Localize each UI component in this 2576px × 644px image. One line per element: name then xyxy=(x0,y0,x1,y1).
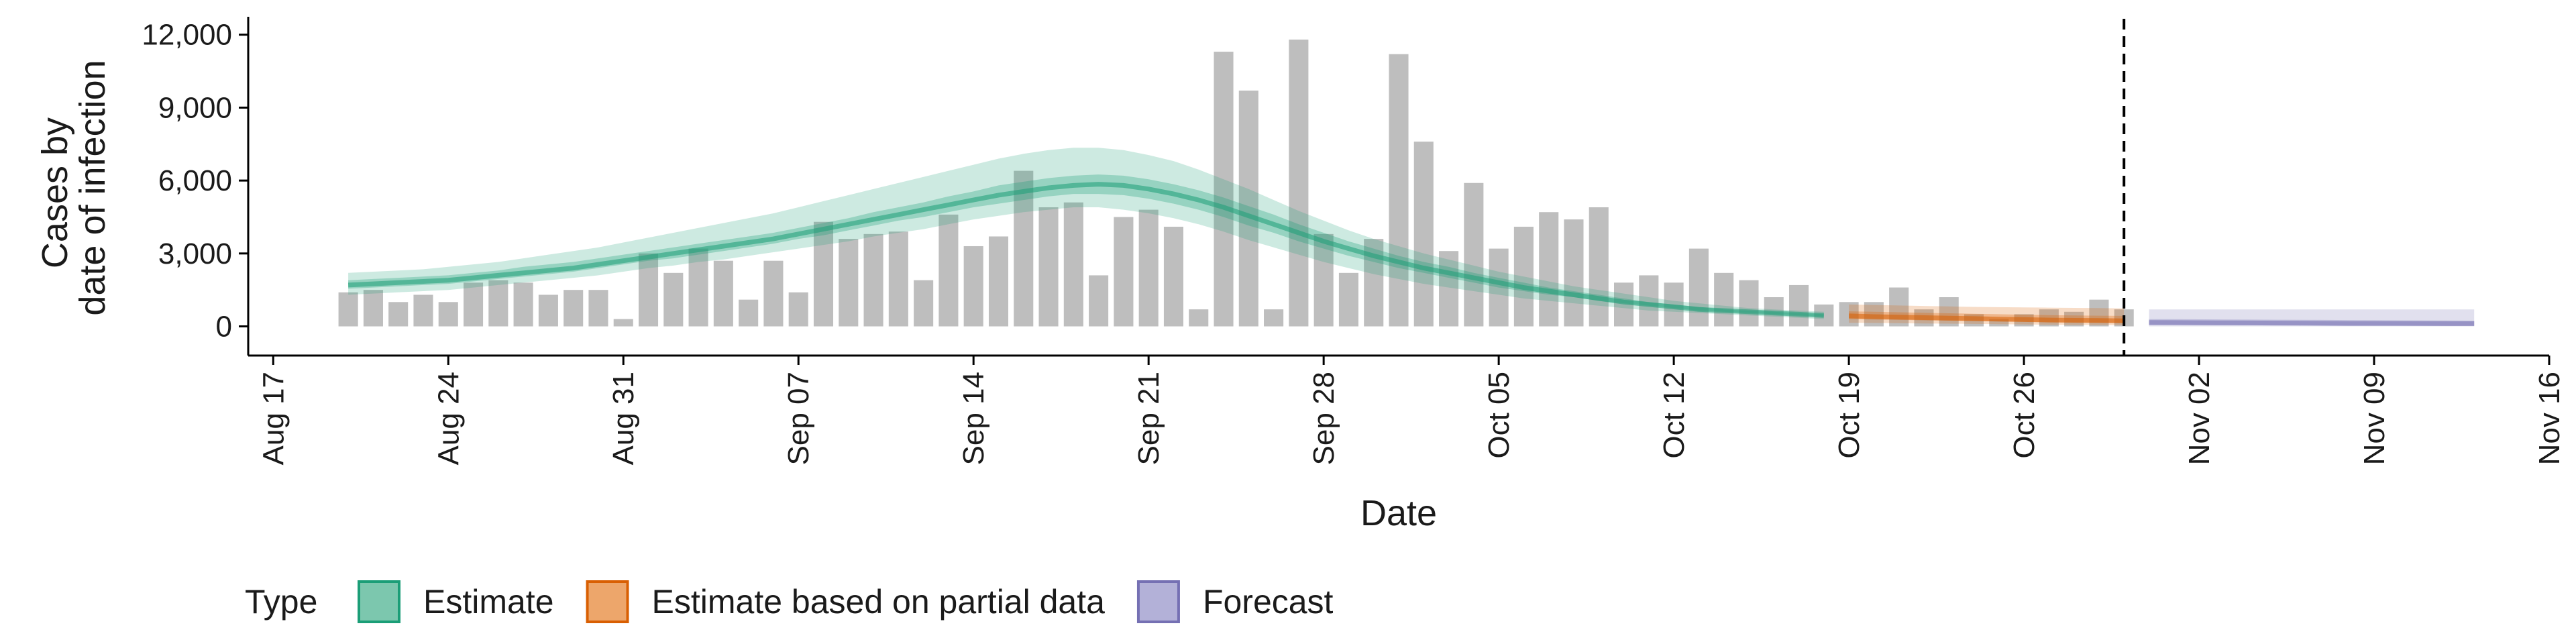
bar xyxy=(1539,212,1559,327)
bar xyxy=(1338,272,1358,327)
estimate-median-line xyxy=(347,182,1824,318)
bar xyxy=(1289,39,1309,327)
bar xyxy=(963,246,983,327)
x-tick-label: Nov 09 xyxy=(2358,372,2391,465)
bar xyxy=(1939,297,1959,327)
ribbons-layer xyxy=(347,148,2475,327)
bar xyxy=(1063,202,1083,327)
bar xyxy=(1889,287,1909,327)
bar xyxy=(739,299,759,327)
bar xyxy=(1489,248,1509,327)
bar xyxy=(1089,275,1109,327)
bar xyxy=(1513,226,1534,327)
x-tick-label: Oct 05 xyxy=(1483,372,1515,459)
bar xyxy=(763,260,784,327)
bar xyxy=(1014,170,1034,327)
x-tick-label: Sep 14 xyxy=(957,372,990,465)
bar xyxy=(1389,54,1409,327)
x-tick-label: Aug 31 xyxy=(607,372,640,465)
bar xyxy=(1114,217,1134,327)
bar xyxy=(1788,284,1809,327)
y-tick-label: 12,000 xyxy=(142,19,232,52)
bar xyxy=(1138,209,1159,327)
bar xyxy=(1413,142,1434,327)
bar xyxy=(638,253,659,327)
bar xyxy=(613,319,633,327)
bar xyxy=(1313,233,1334,327)
bar xyxy=(813,221,834,327)
bar xyxy=(888,231,908,327)
legend: Type Estimate Estimate based on partial d… xyxy=(245,580,1334,623)
bar xyxy=(663,272,684,327)
bar xyxy=(713,260,733,327)
x-tick-label: Nov 16 xyxy=(2533,372,2566,465)
bar xyxy=(938,214,959,327)
bar xyxy=(788,292,808,327)
bar xyxy=(863,233,883,327)
legend-key-1 xyxy=(358,580,400,623)
bar xyxy=(1564,219,1584,327)
x-tick-label: Oct 26 xyxy=(2008,372,2041,459)
bar xyxy=(488,280,508,327)
bar xyxy=(1589,207,1609,327)
x-tick-label: Aug 24 xyxy=(432,372,465,465)
bar xyxy=(564,290,584,327)
y-axis-title: Cases by date of infection xyxy=(35,60,113,315)
bar xyxy=(413,294,433,327)
x-tick-label: Sep 07 xyxy=(782,372,815,465)
x-tick-label: Oct 12 xyxy=(1658,372,1690,459)
bar xyxy=(1639,275,1659,327)
axes-layer: 0 3,000 6,000 9,000 12,000 Aug 17 Aug 24 Aug 31… xyxy=(142,17,2566,465)
x-tick-label: Oct 19 xyxy=(1833,372,1866,459)
legend-label-1: Estimate xyxy=(423,583,554,621)
bar xyxy=(388,302,409,327)
bar xyxy=(988,236,1009,327)
bar xyxy=(513,282,533,327)
bar xyxy=(1264,309,1284,327)
bar xyxy=(338,292,358,327)
bar xyxy=(464,282,484,327)
bar xyxy=(438,302,458,327)
y-tick-label: 0 xyxy=(216,311,232,343)
bars-layer xyxy=(338,39,2134,327)
x-tick-label: Sep 28 xyxy=(1307,372,1340,465)
legend-label-2: Estimate based on partial data xyxy=(652,583,1106,621)
bar xyxy=(538,294,558,327)
bar xyxy=(1189,309,1209,327)
bar xyxy=(1688,248,1709,327)
bar xyxy=(1439,251,1459,327)
bar xyxy=(363,290,383,327)
legend-key-2 xyxy=(586,580,629,623)
x-tick-label: Sep 21 xyxy=(1132,372,1165,465)
x-axis-title: Date xyxy=(1360,493,1437,533)
legend-key-3 xyxy=(1136,580,1180,623)
bar xyxy=(688,248,708,327)
bar xyxy=(1739,280,1759,327)
forecast-median-line xyxy=(2149,320,2475,326)
x-tick-label: Aug 17 xyxy=(257,372,290,465)
bar xyxy=(1989,319,2009,327)
bar xyxy=(588,290,608,327)
y-axis-title-line-1: Cases by xyxy=(35,117,75,268)
bar xyxy=(1714,272,1734,327)
legend-label-3: Forecast xyxy=(1203,583,1334,621)
y-tick-label: 6,000 xyxy=(158,164,232,197)
partial-median-line xyxy=(1848,313,2125,323)
bar xyxy=(1038,207,1059,327)
bar xyxy=(1238,91,1258,327)
bar xyxy=(1163,226,1183,327)
y-tick-label: 3,000 xyxy=(158,237,232,270)
y-tick-label: 9,000 xyxy=(158,91,232,124)
bar xyxy=(914,280,934,327)
bar xyxy=(1464,182,1484,327)
y-axis-title-line-2: date of infection xyxy=(72,60,113,315)
bar xyxy=(839,239,859,327)
legend-title: Type xyxy=(245,583,317,621)
x-tick-label: Nov 02 xyxy=(2183,372,2216,465)
bar xyxy=(1214,52,1234,327)
